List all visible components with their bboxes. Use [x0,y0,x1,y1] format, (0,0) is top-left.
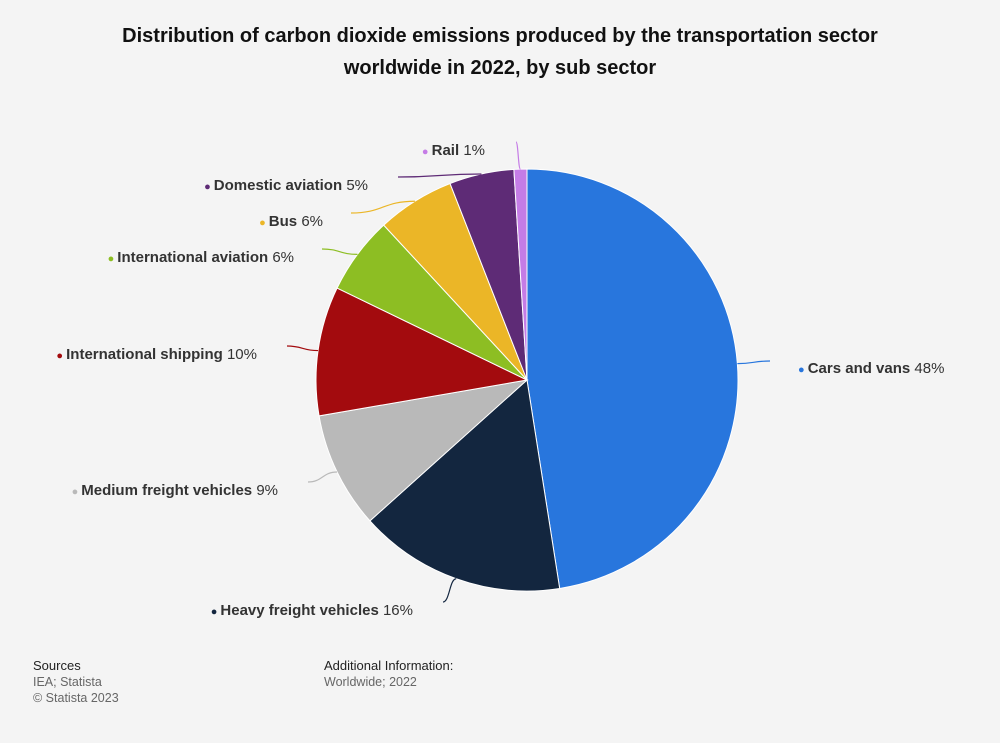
pie-slice-cars-and-vans[interactable] [527,169,738,588]
slice-value: 6% [301,213,323,230]
slice-label-rail: ● Rail 1% [422,142,485,159]
slice-name: International shipping [66,346,227,363]
slice-name: Domestic aviation [214,177,347,194]
sources-block: Sources IEA; Statista © Statista 2023 [33,658,119,706]
slice-label-medium-freight-vehicles: ● Medium freight vehicles 9% [72,482,278,499]
sources-line: IEA; Statista [33,674,119,690]
slice-value: 48% [914,360,944,377]
slice-label-international-shipping: ● International shipping 10% [56,346,257,363]
slice-name: Medium freight vehicles [81,482,256,499]
connector-domestic-aviation [398,174,481,177]
copyright-line: © Statista 2023 [33,690,119,706]
legend-bullet-icon: ● [72,486,82,498]
slice-name: International aviation [117,249,272,266]
legend-bullet-icon: ● [259,217,269,229]
slice-name: Heavy freight vehicles [220,602,383,619]
legend-bullet-icon: ● [108,253,118,265]
legend-bullet-icon: ● [422,146,432,158]
legend-bullet-icon: ● [211,606,221,618]
slice-label-cars-and-vans: ● Cars and vans 48% [798,360,944,377]
slice-label-international-aviation: ● International aviation 6% [108,249,294,266]
additional-info-line: Worldwide; 2022 [324,674,453,690]
legend-bullet-icon: ● [798,364,808,376]
additional-info-block: Additional Information: Worldwide; 2022 [324,658,453,690]
slice-value: 6% [272,249,294,266]
connector-rail [516,142,520,169]
slice-label-domestic-aviation: ● Domestic aviation 5% [204,177,368,194]
connector-cars-and-vans [737,361,770,364]
slice-value: 10% [227,346,257,363]
connector-international-shipping [287,346,318,351]
slice-value: 16% [383,602,413,619]
additional-info-heading: Additional Information: [324,658,453,674]
slice-name: Bus [269,213,302,230]
legend-bullet-icon: ● [204,181,214,193]
slice-value: 1% [463,142,485,159]
connector-heavy-freight-vehicles [443,579,456,602]
sources-heading: Sources [33,658,119,674]
slice-value: 5% [346,177,368,194]
connector-medium-freight-vehicles [308,472,337,482]
slice-name: Cars and vans [808,360,915,377]
connector-international-aviation [322,249,357,254]
slice-value: 9% [256,482,278,499]
slice-label-bus: ● Bus 6% [259,213,323,230]
slice-name: Rail [432,142,464,159]
legend-bullet-icon: ● [56,350,66,362]
slice-label-heavy-freight-vehicles: ● Heavy freight vehicles 16% [211,602,413,619]
